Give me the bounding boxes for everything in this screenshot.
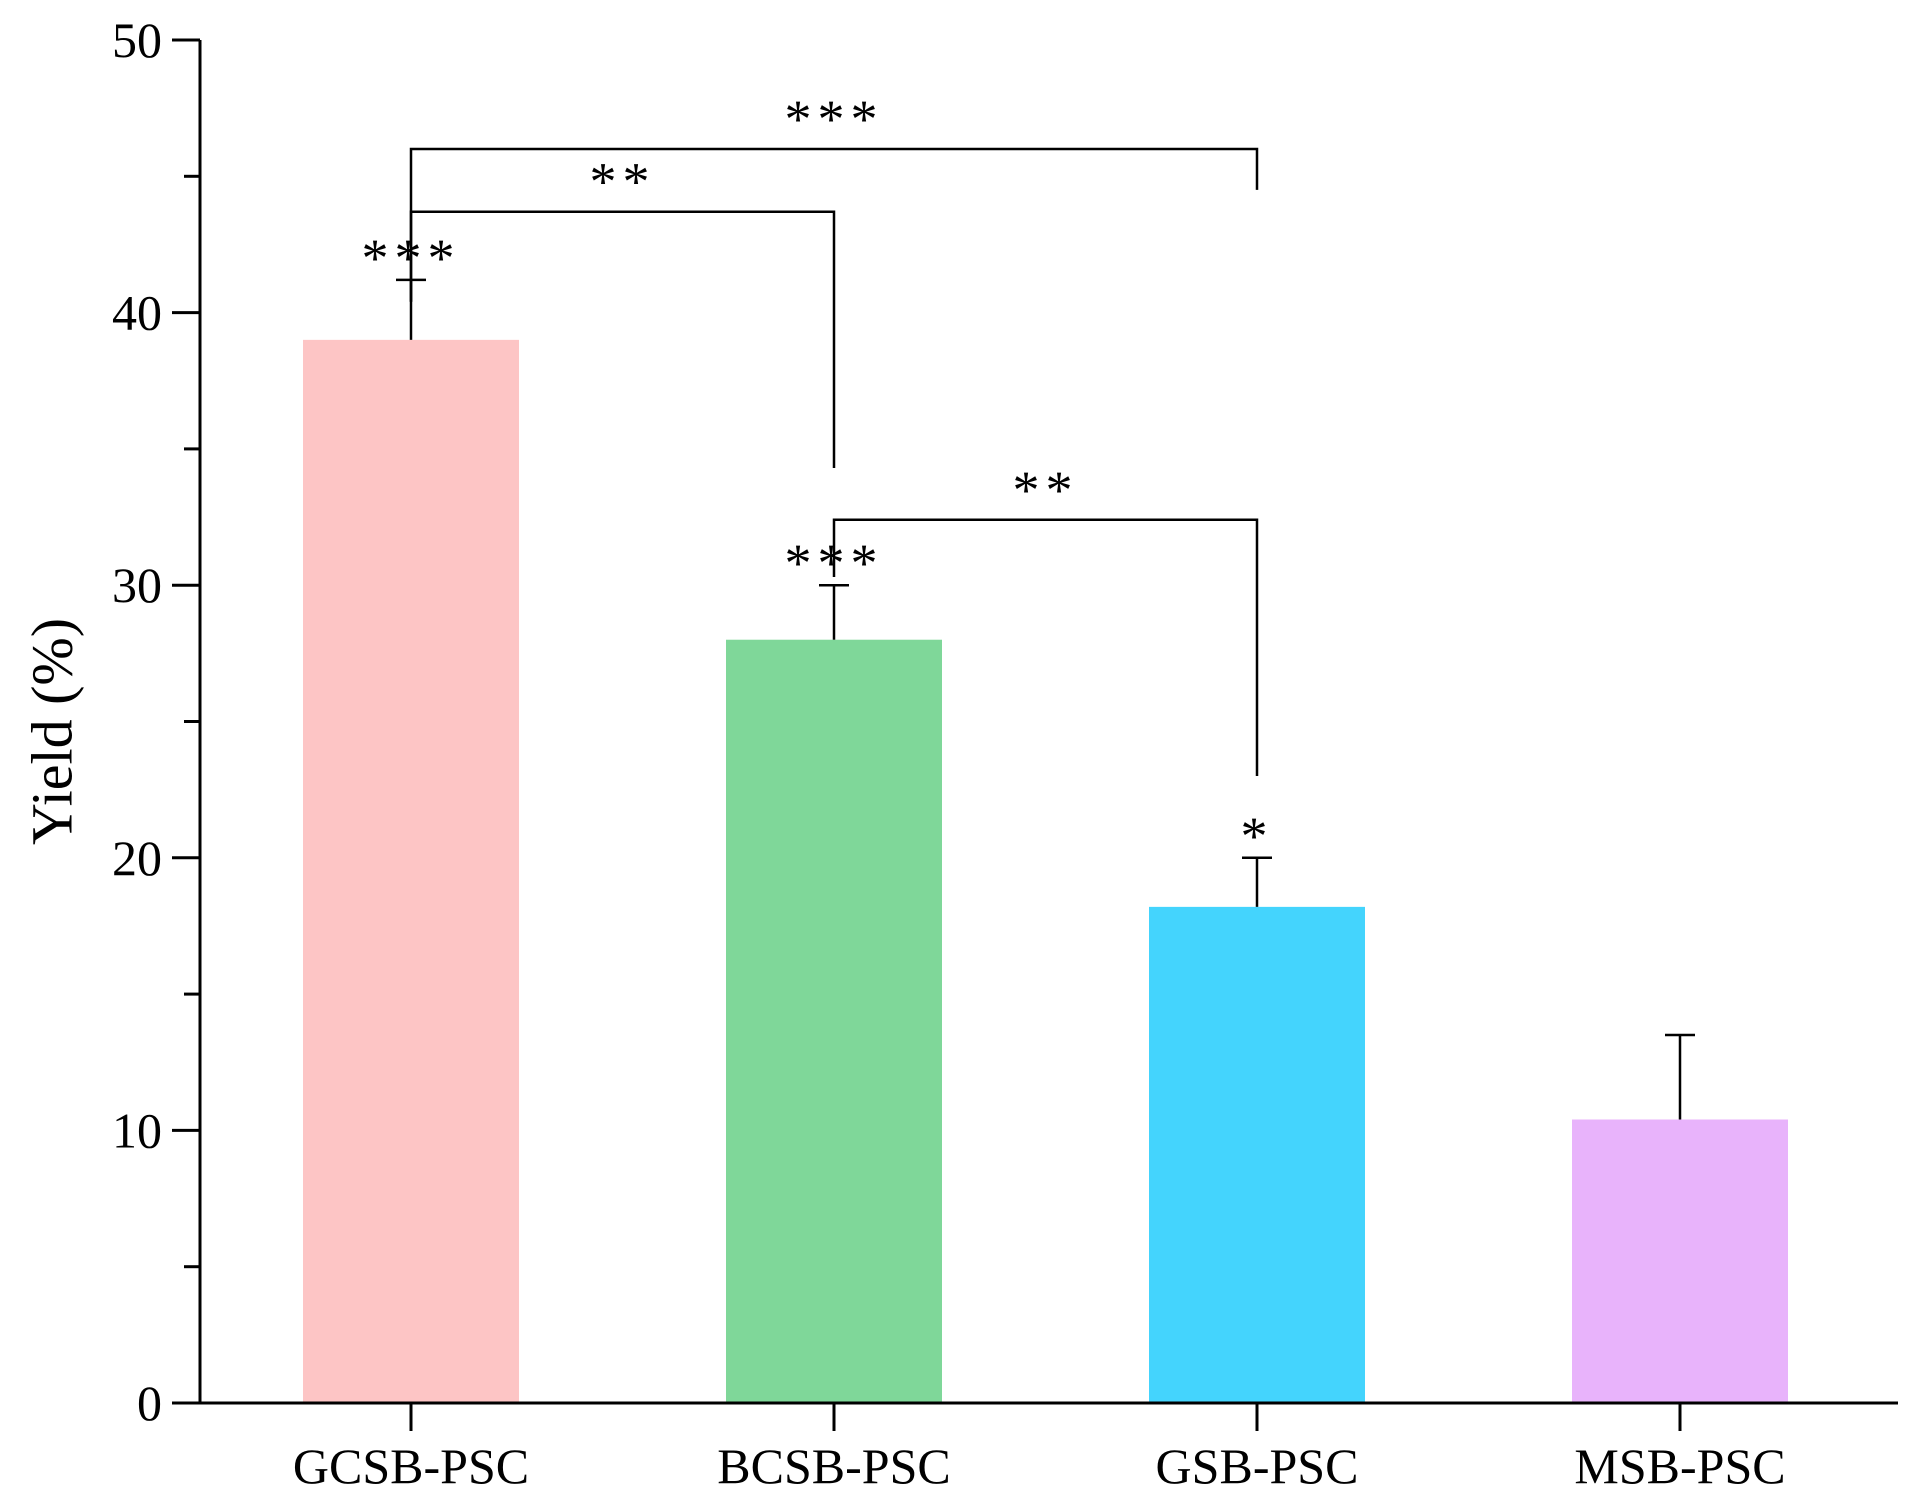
y-ticks-group: 0 10 20 30 40 50 <box>112 12 200 1431</box>
x-tick-label: GSB-PSC <box>1156 1438 1359 1494</box>
bars-group <box>303 339 1788 1403</box>
x-ticks-group: GCSB-PSC BCSB-PSC GSB-PSC MSB-PSC <box>293 1403 1786 1494</box>
error-bars-group: ******* <box>362 228 1695 1120</box>
bar-gsb-psc <box>1149 906 1365 1403</box>
y-tick-label: 50 <box>112 12 162 68</box>
x-tick-label: BCSB-PSC <box>717 1438 950 1494</box>
bar-significance-label: *** <box>785 533 884 593</box>
bracket-significance-label: *** <box>785 89 884 149</box>
x-tick-label: MSB-PSC <box>1574 1438 1785 1494</box>
bracket-significance-label: ** <box>1013 460 1079 520</box>
y-axis-title: Yield (%) <box>19 618 84 845</box>
bar-msb-psc <box>1572 1119 1788 1403</box>
y-tick-label: 30 <box>112 557 162 613</box>
significance-brackets-group: ******* <box>409 89 1259 777</box>
y-tick-label: 20 <box>112 830 162 886</box>
bar-significance-label: * <box>1241 806 1274 866</box>
significance-bracket <box>832 518 1259 777</box>
significance-bracket <box>409 210 836 468</box>
y-tick-label: 0 <box>137 1375 162 1431</box>
x-tick-label: GCSB-PSC <box>293 1438 529 1494</box>
y-tick-label: 40 <box>112 285 162 341</box>
bar-bcsb-psc <box>726 639 942 1403</box>
bar-gcsb-psc <box>303 339 519 1403</box>
y-tick-label: 10 <box>112 1102 162 1158</box>
bracket-significance-label: ** <box>590 152 656 212</box>
bar-significance-label: *** <box>362 228 461 288</box>
